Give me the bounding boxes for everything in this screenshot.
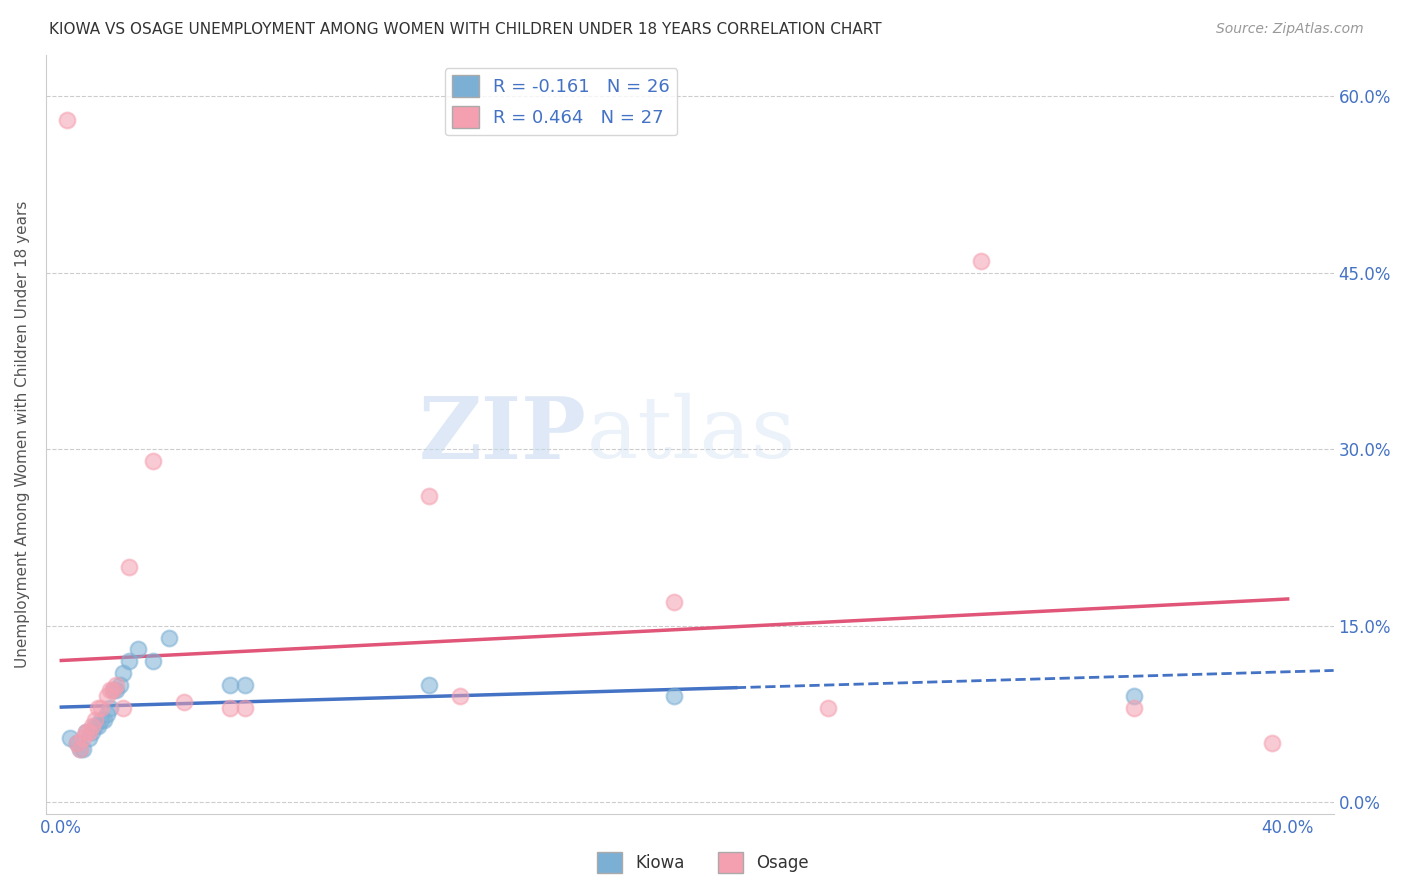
- Point: [233, 701, 256, 715]
- Text: Source: ZipAtlas.com: Source: ZipAtlas.com: [1216, 22, 1364, 37]
- Point: [418, 677, 440, 691]
- Point: [87, 701, 110, 715]
- Point: [449, 690, 471, 704]
- Point: [1123, 701, 1146, 715]
- Point: [77, 731, 100, 745]
- Point: [233, 677, 256, 691]
- Point: [93, 713, 115, 727]
- Y-axis label: Unemployment Among Women with Children Under 18 years: Unemployment Among Women with Children U…: [15, 201, 30, 668]
- Point: [219, 701, 242, 715]
- Point: [80, 724, 103, 739]
- Point: [77, 724, 100, 739]
- Point: [90, 701, 112, 715]
- Point: [664, 595, 686, 609]
- Point: [98, 701, 121, 715]
- Legend: Kiowa, Osage: Kiowa, Osage: [591, 846, 815, 880]
- Point: [103, 683, 125, 698]
- Point: [87, 719, 110, 733]
- Text: ZIP: ZIP: [419, 392, 586, 476]
- Point: [1261, 736, 1284, 750]
- Point: [111, 665, 134, 680]
- Point: [173, 695, 195, 709]
- Point: [108, 677, 131, 691]
- Point: [219, 677, 242, 691]
- Point: [75, 724, 97, 739]
- Point: [90, 713, 112, 727]
- Point: [59, 731, 82, 745]
- Point: [96, 690, 118, 704]
- Text: KIOWA VS OSAGE UNEMPLOYMENT AMONG WOMEN WITH CHILDREN UNDER 18 YEARS CORRELATION: KIOWA VS OSAGE UNEMPLOYMENT AMONG WOMEN …: [49, 22, 882, 37]
- Point: [84, 713, 107, 727]
- Point: [127, 642, 149, 657]
- Point: [72, 731, 94, 745]
- Point: [69, 742, 91, 756]
- Point: [84, 719, 107, 733]
- Point: [118, 560, 141, 574]
- Point: [66, 736, 89, 750]
- Point: [970, 254, 993, 268]
- Point: [80, 719, 103, 733]
- Point: [142, 654, 165, 668]
- Text: atlas: atlas: [586, 393, 796, 476]
- Point: [111, 701, 134, 715]
- Point: [98, 683, 121, 698]
- Point: [66, 736, 89, 750]
- Point: [664, 690, 686, 704]
- Point: [157, 631, 180, 645]
- Point: [418, 489, 440, 503]
- Point: [105, 677, 128, 691]
- Point: [72, 742, 94, 756]
- Point: [142, 454, 165, 468]
- Point: [105, 683, 128, 698]
- Point: [817, 701, 839, 715]
- Point: [1123, 690, 1146, 704]
- Point: [75, 724, 97, 739]
- Point: [96, 706, 118, 721]
- Point: [103, 683, 125, 698]
- Point: [69, 742, 91, 756]
- Legend: R = -0.161   N = 26, R = 0.464   N = 27: R = -0.161 N = 26, R = 0.464 N = 27: [444, 68, 678, 136]
- Point: [118, 654, 141, 668]
- Point: [56, 112, 79, 127]
